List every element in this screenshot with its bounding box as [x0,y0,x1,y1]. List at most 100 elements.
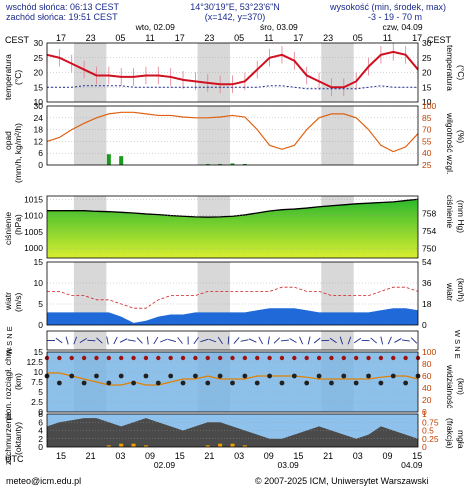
temp-y-tick-left: 25 [34,53,44,63]
precip-bar [218,164,223,165]
precip-bar [106,154,111,165]
hour-tick-top: 23 [323,33,333,43]
precip-y-tick-left: 18 [34,125,44,135]
sunset-label: zachód słońca: 19:51 CEST [6,12,118,22]
cloud-top-marker [143,355,149,361]
hour-tick-top: 11 [264,33,273,43]
vis-y-tick-left: 15 [34,347,44,357]
wind-y-tick-right: 54 [422,257,432,267]
cloud-top-marker [168,355,173,361]
wind-y-tick-right: 0 [422,320,427,330]
day-label-bottom: 03.09 [278,460,300,470]
wind-direction-arrow [177,337,183,344]
cloud-base-marker [279,380,285,386]
precip-bar [242,164,247,165]
wind-direction-arrow [87,339,96,342]
wind-y-tick-left: 0 [38,320,43,330]
wind-direction-arrow [233,337,240,344]
precip-bar [205,164,210,165]
hour-tick-bottom: 15 [175,451,185,461]
hour-tick-bottom: 21 [323,451,333,461]
cloud-top-marker [316,355,322,361]
wind-y-tick-left: 15 [34,257,44,267]
fog-bar [106,445,111,447]
cloud-top-marker [131,355,136,361]
fog-y-tick-right: 0.25 [422,434,439,444]
cloud-y-tick-left: 4 [38,426,43,436]
cloud-top-marker [391,355,396,361]
panel-frame [46,105,419,166]
cloud-base-marker [242,373,248,379]
panel-frame [46,261,419,326]
wind-direction-arrow [193,336,199,345]
cloud-top-marker [106,355,112,361]
wind-direction-arrow [387,336,392,345]
cloud-top-marker [242,355,248,361]
cloud-base-marker [378,380,384,386]
temp-y-tick-right: 30 [422,38,432,48]
cloud-y-tick-left: 6 [38,417,43,427]
humidity-y-tick-right: 85 [422,113,432,123]
cloud-base-marker [217,373,223,379]
hour-tick-top: 17 [56,33,66,43]
cloud-y-tick-left: 8 [38,409,43,419]
hour-tick-bottom: 15 [293,451,303,461]
temp-y-tick-left: 30 [34,38,44,48]
cloud-base-marker [341,373,347,379]
temp-y-tick-right: 10 [422,97,432,107]
wind-direction-arrow [313,337,321,344]
day-label-bottom: 02.09 [154,460,176,470]
fog-bar [143,445,148,447]
wind-direction-arrow [153,336,159,345]
cloud-base-marker [291,373,297,379]
vis-y-tick-right: 20 [422,395,432,405]
wind-direction-arrow [208,338,217,343]
hour-tick-bottom: 15 [56,451,66,461]
cloud-base-marker [193,373,198,379]
pressure-y-tick-left: 1015 [24,194,43,204]
panel-frame [46,42,419,103]
cloud-top-marker [279,355,285,361]
vis-y-tick-left: 12.5 [26,357,43,367]
fog-bar [205,445,210,447]
hour-tick-bottom: 09 [264,451,274,461]
precip-y-tick-left: 30 [34,101,44,111]
vis-y-tick-left: 0 [38,407,43,417]
cloud-top-marker [180,355,186,361]
day-label-top: czw, 04.09 [382,22,422,32]
temp-y-tick-right: 15 [422,82,432,92]
cloud-top-marker [366,355,371,361]
precip-y-tick-left: 0 [38,160,43,170]
vis-y-tick-right: 80 [422,359,432,369]
timezone-bottom-left: UTC [5,454,24,464]
hour-tick-top: 11 [145,33,154,43]
night-shade [197,331,231,350]
temperature-line [46,50,419,89]
wind-direction-arrow [299,336,304,345]
hour-tick-top: 11 [383,33,392,43]
cloud-base-marker [390,373,396,379]
vis-y-tick-right: 60 [422,371,432,381]
hour-tick-bottom: 03 [234,451,244,461]
hour-tick-bottom: 09 [382,451,392,461]
night-shade [197,43,231,102]
cloud-cover-area [47,418,418,447]
cloud-base-marker [56,380,62,386]
wind-direction-arrow [200,338,209,343]
vis-y-tick-left: 5 [38,387,43,397]
footer-email: meteo@icm.edu.pl [6,476,82,486]
cloud-base-marker [366,373,371,379]
temp-y-tick-left: 20 [34,68,44,78]
cloud-top-marker [94,355,99,361]
hour-tick-bottom: 21 [204,451,214,461]
wind-direction-arrow [248,338,257,343]
wind-direction-arrow [65,336,69,345]
temp-y-tick-left: 10 [34,97,44,107]
hour-tick-top: 17 [412,33,422,43]
hour-tick-bottom: 09 [145,451,155,461]
cloud-base-marker [329,380,334,386]
elevation-values: -3 - 19 - 70 m [367,12,423,22]
wind-direction-arrow [394,338,402,343]
wind-direction-arrow [168,339,176,342]
cloud-top-marker [304,355,309,361]
